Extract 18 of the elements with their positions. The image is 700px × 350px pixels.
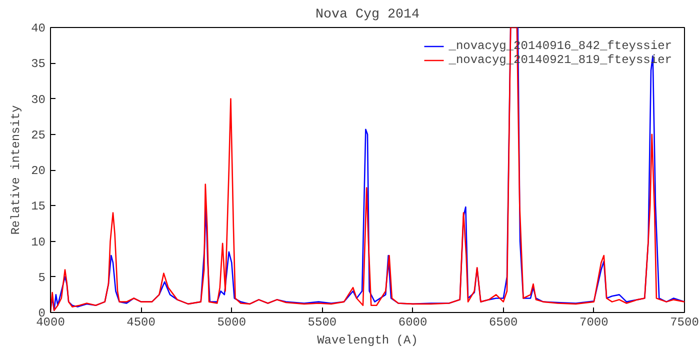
y-tick-label: 20 (31, 164, 46, 178)
y-tick-label: 15 (31, 200, 46, 214)
x-tick-label: 6000 (398, 316, 428, 330)
x-tick-label: 7500 (670, 316, 699, 330)
x-axis-title: Wavelength (A) (317, 334, 418, 348)
x-tick-label: 5000 (217, 316, 246, 330)
chart-title: Nova Cyg 2014 (316, 8, 420, 22)
y-tick-label: 5 (38, 270, 46, 285)
y-tick-label: 30 (31, 92, 46, 107)
x-tick-label: 6500 (488, 316, 518, 330)
y-tick-label: 10 (31, 235, 46, 250)
y-tick-label: 40 (31, 22, 46, 36)
y-tick-label: 25 (31, 128, 46, 142)
x-tick-label: 5500 (308, 316, 337, 330)
x-tick-label: 7000 (580, 316, 608, 330)
x-tick-label: 4500 (126, 316, 156, 330)
y-tick-label: 35 (31, 57, 46, 72)
y-axis-title: Relative intensity (9, 105, 24, 235)
